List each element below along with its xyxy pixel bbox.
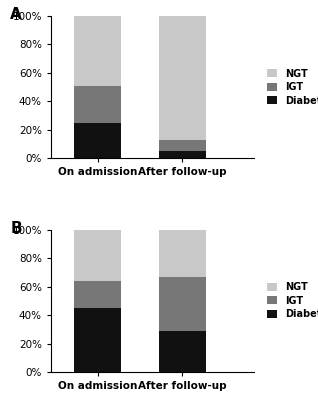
Legend: NGT, IGT, Diabetes: NGT, IGT, Diabetes xyxy=(267,282,318,319)
Bar xyxy=(74,123,121,158)
Legend: NGT, IGT, Diabetes: NGT, IGT, Diabetes xyxy=(267,69,318,106)
Bar xyxy=(74,308,121,372)
Bar xyxy=(159,276,206,331)
Bar xyxy=(159,331,206,372)
Bar xyxy=(74,230,121,281)
Bar xyxy=(159,16,206,140)
Bar xyxy=(74,281,121,308)
Bar xyxy=(74,86,121,123)
Bar xyxy=(159,140,206,151)
Text: B: B xyxy=(10,221,22,236)
Bar xyxy=(74,16,121,86)
Text: A: A xyxy=(10,8,22,22)
Bar xyxy=(159,230,206,276)
Bar xyxy=(159,151,206,158)
